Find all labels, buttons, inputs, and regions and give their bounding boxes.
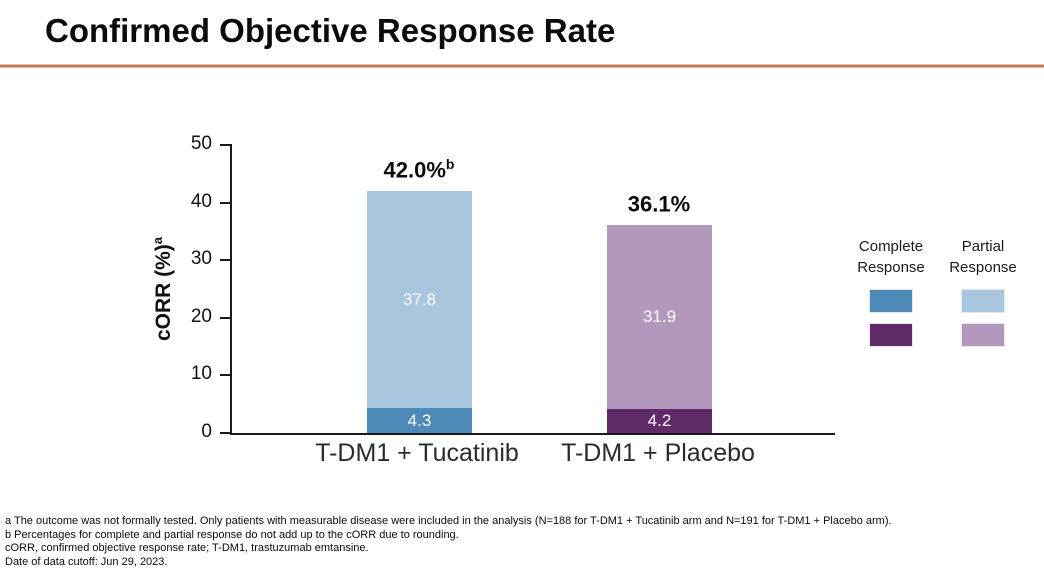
y-tick-mark bbox=[220, 432, 232, 434]
total-superscript: b bbox=[445, 155, 455, 172]
legend: Complete Response Partial Response bbox=[848, 236, 1026, 347]
bar-segment-placebo-partial-response: 31.9 bbox=[607, 225, 712, 409]
y-tick-label: 50 bbox=[190, 133, 212, 154]
legend-header-complete-response: Complete Response bbox=[857, 238, 925, 276]
bar-tdm1-tucatinib: 37.8 4.3 bbox=[367, 190, 472, 433]
legend-swatch-tucatinib-partial bbox=[961, 289, 1005, 313]
bar-tdm1-placebo: 31.9 4.2 bbox=[607, 225, 712, 433]
bar-segment-tucatinib-complete-response: 4.3 bbox=[367, 408, 472, 433]
y-tick-label: 30 bbox=[190, 248, 212, 270]
title-rule bbox=[0, 64, 1044, 68]
x-category-label-placebo: T-DM1 + Placebo bbox=[561, 439, 755, 467]
y-tick-mark bbox=[220, 374, 232, 377]
bar-total-label-placebo: 36.1% bbox=[628, 191, 690, 215]
footnote-a: a The outcome was not formally tested. O… bbox=[5, 515, 892, 527]
legend-header-partial-response: Partial Response bbox=[949, 238, 1017, 276]
segment-value-label: 4.2 bbox=[647, 411, 672, 431]
legend-column-complete-response: Complete Response bbox=[848, 236, 934, 347]
y-tick-mark bbox=[220, 144, 232, 146]
bar-total-label-tucatinib: 42.0%b bbox=[384, 157, 455, 181]
y-tick-mark bbox=[220, 316, 232, 319]
segment-value-label: 31.9 bbox=[642, 307, 677, 327]
bar-chart: 37.8 4.3 31.9 4.2 42.0%b 36.1% 0 10 20 30 40… bbox=[191, 133, 835, 442]
legend-column-partial-response: Partial Response bbox=[940, 236, 1026, 347]
footnote-b: b Percentages for complete and partial r… bbox=[5, 528, 459, 541]
segment-value-label: 37.8 bbox=[402, 289, 437, 309]
y-tick-mark bbox=[220, 259, 232, 262]
footnote-abbreviations: cORR, confirmed objective response rate;… bbox=[5, 542, 369, 554]
legend-swatch-placebo-complete bbox=[869, 323, 913, 347]
y-tick-label: 20 bbox=[190, 305, 212, 327]
segment-value-label: 4.3 bbox=[407, 411, 432, 431]
total-value: 42.0% bbox=[383, 157, 446, 183]
total-value: 36.1% bbox=[627, 191, 691, 217]
footnote-data-cutoff: Date of data cutoff: Jun 29, 2023. bbox=[5, 555, 168, 568]
bar-segment-tucatinib-partial-response: 37.8 bbox=[367, 190, 472, 409]
bar-segment-placebo-complete-response: 4.2 bbox=[607, 408, 712, 433]
y-tick-mark bbox=[220, 201, 232, 204]
y-axis-title-superscript: a bbox=[150, 236, 165, 245]
x-category-label-tucatinib: T-DM1 + Tucatinib bbox=[315, 439, 519, 467]
y-tick-label: 0 bbox=[201, 421, 212, 442]
y-tick-label: 10 bbox=[190, 363, 212, 385]
legend-swatch-placebo-partial bbox=[961, 323, 1005, 347]
page-title: Confirmed Objective Response Rate bbox=[45, 12, 616, 49]
footnotes: a The outcome was not formally tested. O… bbox=[5, 515, 1039, 569]
y-tick-label: 40 bbox=[190, 190, 212, 212]
legend-swatch-tucatinib-complete bbox=[869, 289, 913, 313]
